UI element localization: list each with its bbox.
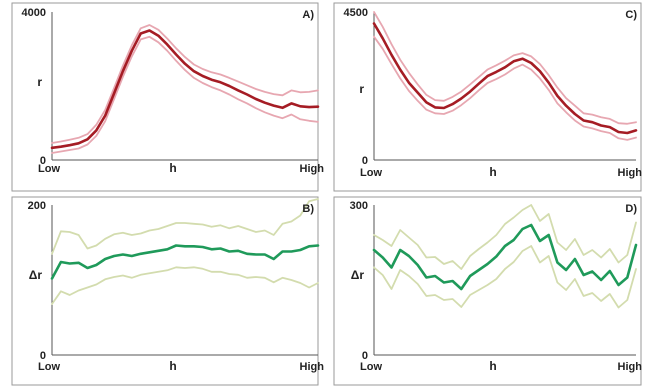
series-mean-line <box>372 22 638 135</box>
y-tick-top-label: 200 <box>28 200 46 212</box>
series-lower-line <box>51 266 319 305</box>
x-tick-high-label: High <box>300 361 325 373</box>
y-axis-label: Δr <box>29 268 43 282</box>
x-axis-label: h <box>489 165 496 179</box>
x-axis-label: h <box>489 359 496 373</box>
series-lower-line <box>373 35 637 141</box>
panel-a: A) 4000 0 r Low High h <box>11 2 325 192</box>
y-tick-top-label: 4000 <box>22 7 46 19</box>
y-tick-bottom-label: 0 <box>362 350 368 362</box>
x-tick-high-label: High <box>618 361 643 373</box>
x-axis-label: h <box>169 161 176 175</box>
series-lower-line <box>51 35 319 154</box>
panel-label: B) <box>302 203 314 215</box>
x-tick-low-label: Low <box>38 163 60 175</box>
series-upper-line <box>51 24 319 144</box>
series-mean-line <box>372 223 638 291</box>
y-tick-top-label: 4500 <box>344 7 368 19</box>
x-tick-low-label: Low <box>360 361 382 373</box>
panel-frame <box>333 2 642 192</box>
panel-frame <box>11 196 319 386</box>
series-mean-line <box>50 29 320 150</box>
panel-c: C) 4500 0 r Low High h <box>333 2 643 192</box>
panel-label: D) <box>625 203 637 215</box>
y-tick-bottom-label: 0 <box>362 155 368 167</box>
series-lower-line <box>373 245 637 309</box>
panel-b: B) 200 0 Δr Low High h <box>11 196 325 386</box>
panel-label: A) <box>302 9 314 21</box>
x-tick-low-label: Low <box>38 361 60 373</box>
panel-frame <box>333 196 642 386</box>
x-tick-high-label: High <box>300 163 325 175</box>
y-tick-top-label: 300 <box>350 200 368 212</box>
series-upper-line <box>51 198 319 255</box>
panel-d: D) 300 0 Δr Low High h <box>333 196 643 386</box>
y-axis-label: Δr <box>351 268 365 282</box>
y-tick-bottom-label: 0 <box>40 155 46 167</box>
x-tick-low-label: Low <box>360 167 382 179</box>
y-axis-label: r <box>359 82 364 96</box>
y-axis-label: r <box>37 75 42 89</box>
series-upper-line <box>373 204 637 270</box>
x-tick-high-label: High <box>618 167 643 179</box>
series-mean-line <box>50 244 320 280</box>
series-upper-line <box>373 11 637 125</box>
x-axis-label: h <box>169 359 176 373</box>
y-tick-bottom-label: 0 <box>40 350 46 362</box>
panel-label: C) <box>625 9 637 21</box>
